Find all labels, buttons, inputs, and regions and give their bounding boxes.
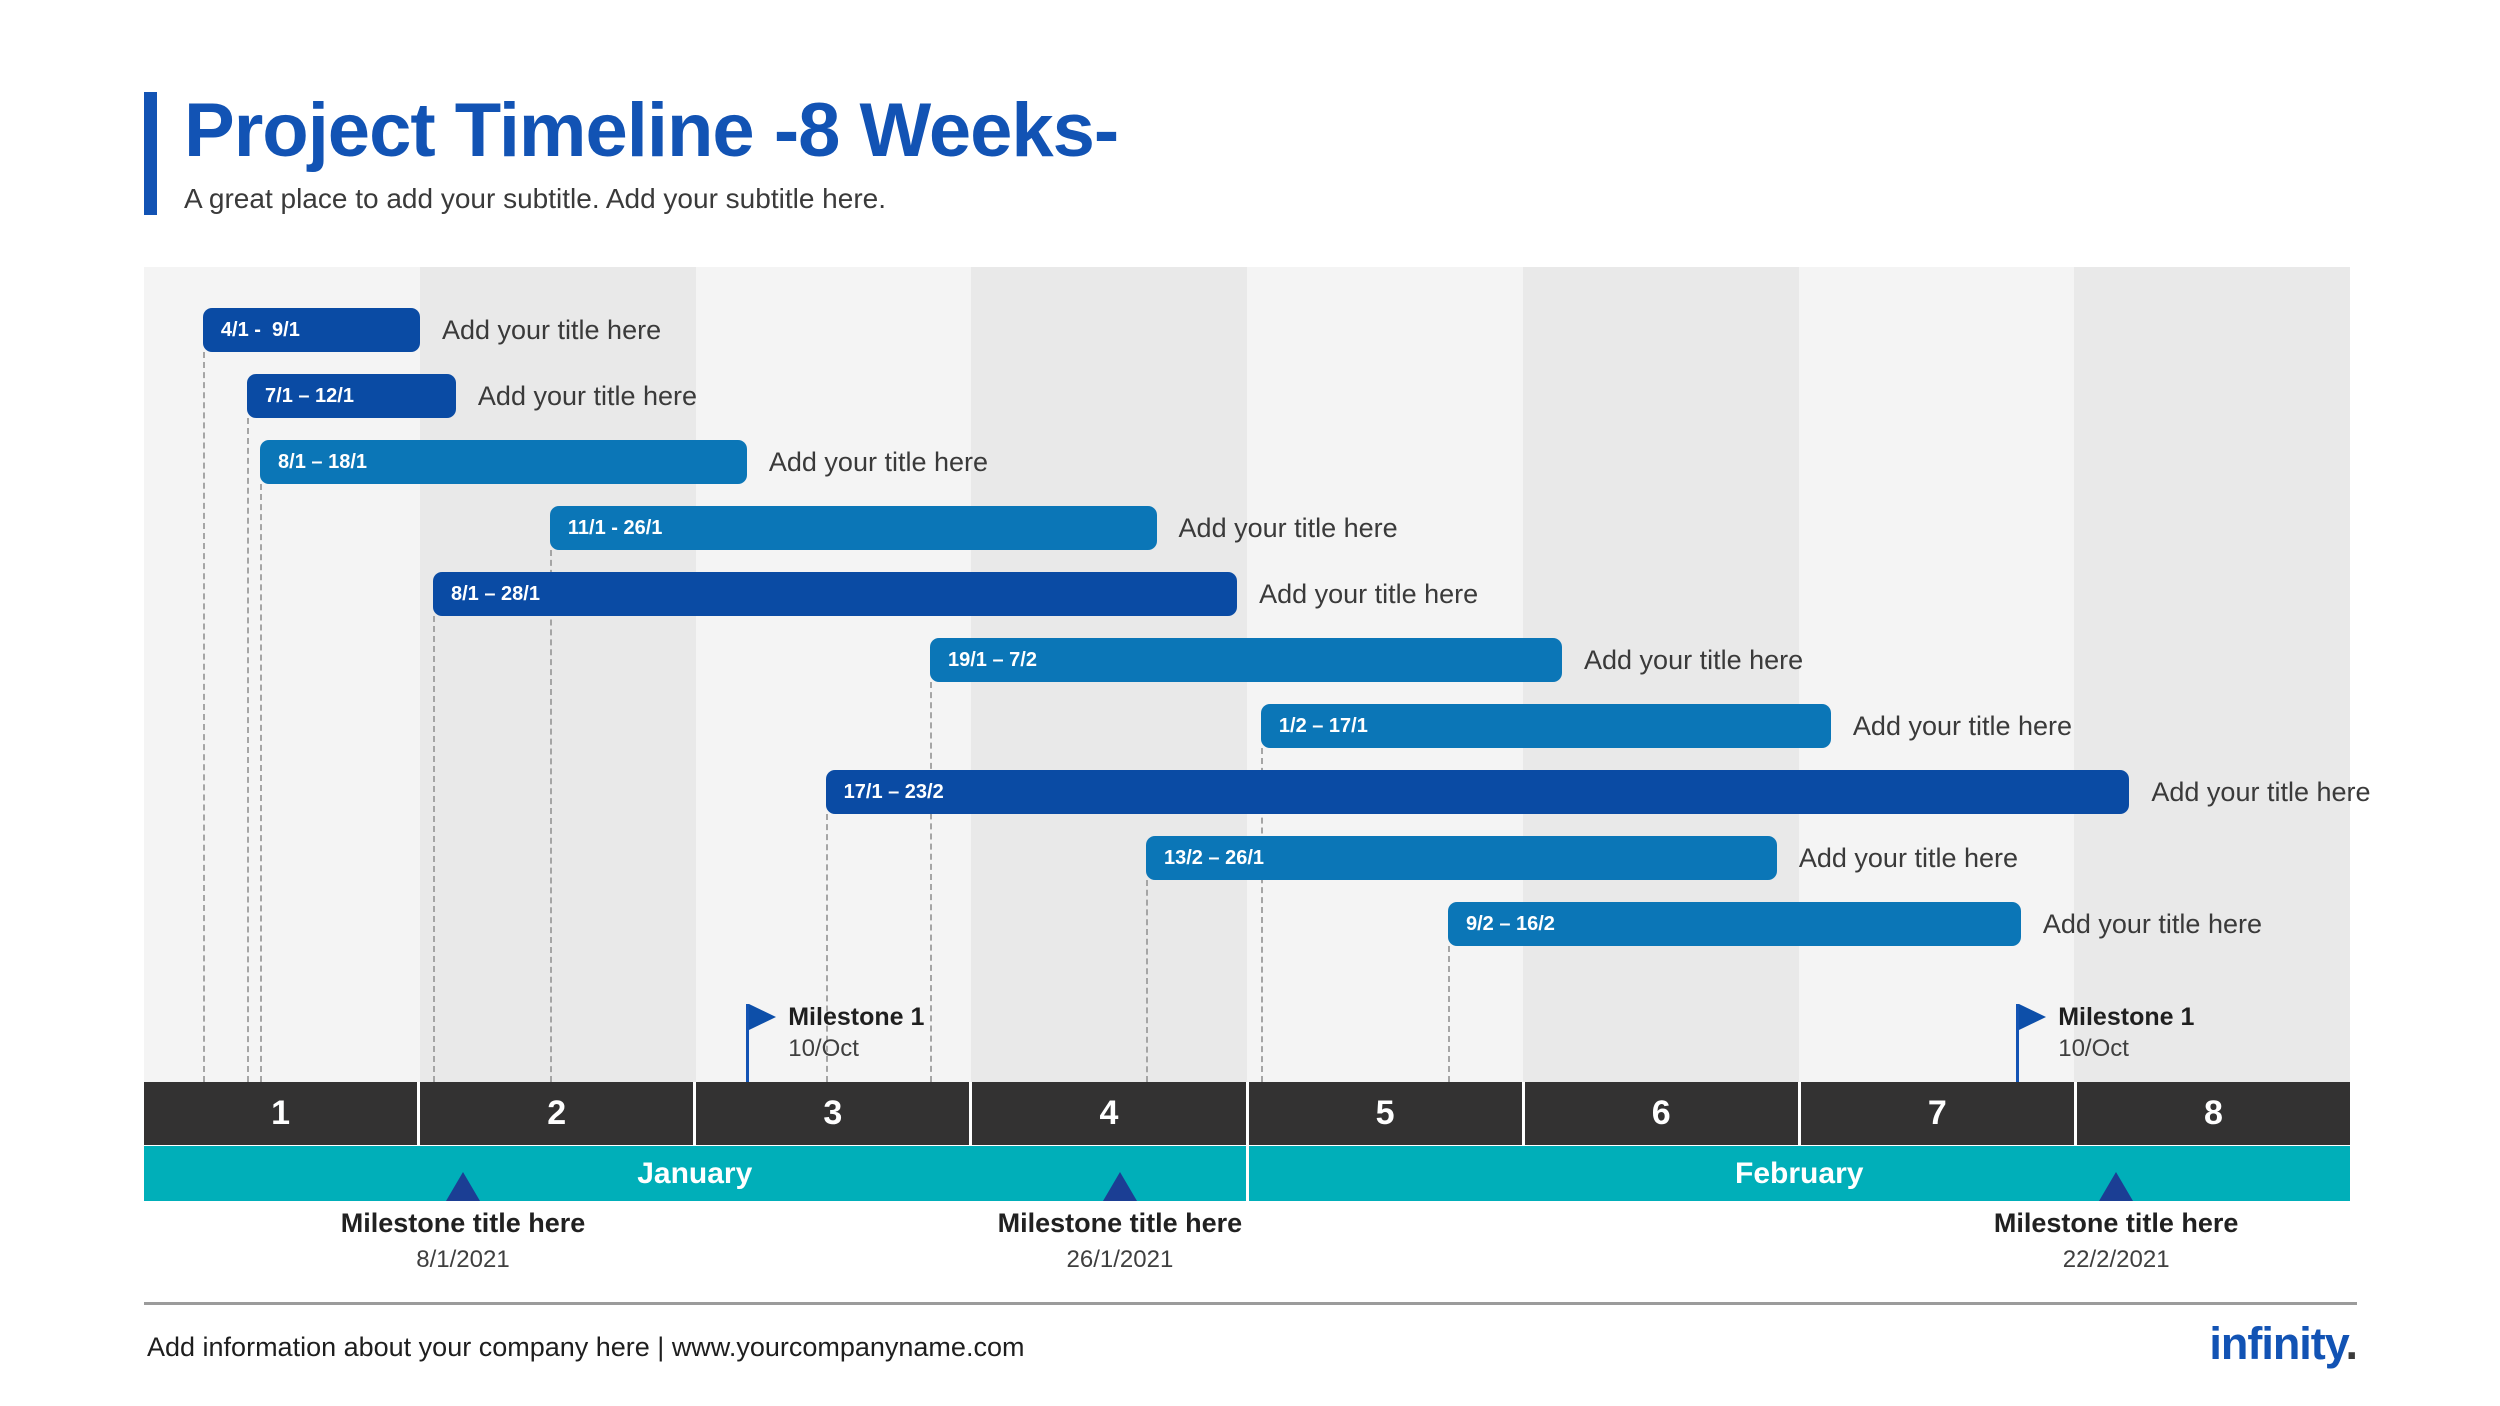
milestone-flag-date: 10/Oct <box>788 1035 859 1062</box>
task-bar: 1/2 – 17/1 <box>1260 704 1831 748</box>
company-logo: infinity. <box>2209 1318 2358 1370</box>
task-date-range: 7/1 – 12/1 <box>265 384 354 407</box>
task-bar: 9/2 – 16/2 <box>1447 902 2021 946</box>
page-subtitle: A great place to add your subtitle. Add … <box>184 182 886 214</box>
milestone-title: Milestone title here <box>997 1208 1243 1238</box>
task-date-range: 8/1 – 18/1 <box>278 450 367 473</box>
task-start-drop-line <box>1145 880 1148 1082</box>
task-start-drop-line <box>260 484 263 1082</box>
milestone-flag-title: Milestone 1 <box>2058 1003 2195 1031</box>
task-title: Add your title here <box>1584 645 1804 675</box>
milestone-flag-icon <box>2019 1004 2047 1030</box>
week-column-stripe <box>419 267 696 1082</box>
week-number-cell: 3 <box>696 1082 970 1145</box>
milestone-flag-date: 10/Oct <box>2058 1035 2129 1062</box>
task-start-drop-line <box>432 616 435 1082</box>
page-title: Project Timeline -8 Weeks- <box>184 88 1119 173</box>
week-number-cell: 7 <box>1800 1082 2074 1145</box>
title-accent-bar <box>144 92 157 215</box>
task-bar: 8/1 – 28/1 <box>432 572 1238 616</box>
milestone-date: 22/2/2021 <box>2062 1246 2170 1273</box>
task-start-drop-line <box>929 682 932 1082</box>
task-bar: 13/2 – 26/1 <box>1145 836 1777 880</box>
logo-text: infinity <box>2209 1318 2346 1369</box>
milestone-title: Milestone title here <box>1993 1208 2239 1238</box>
task-title: Add your title here <box>1259 579 1479 609</box>
task-title: Add your title here <box>768 447 989 477</box>
milestone-labels-row: Milestone title here 8/1/2021 Milestone ti… <box>144 1208 2350 1298</box>
task-bar: 7/1 – 12/1 <box>247 374 456 418</box>
task-date-range: 11/1 - 26/1 <box>567 516 663 539</box>
milestone-date: 8/1/2021 <box>416 1246 510 1273</box>
week-number-cell: 8 <box>2076 1082 2350 1145</box>
gantt-plot-area: 4/1 - 9/1 Add your title here 7/1 – 12/1 Ad… <box>144 267 2371 1082</box>
task-title: Add your title here <box>2042 909 2262 939</box>
week-number-cell: 4 <box>972 1082 1246 1145</box>
task-date-range: 13/2 – 26/1 <box>1163 846 1265 869</box>
task-date-range: 1/2 – 17/1 <box>1278 714 1368 737</box>
week-column-stripe <box>2074 267 2350 1082</box>
task-date-range: 19/1 – 7/2 <box>947 648 1037 671</box>
milestone-flag-pole <box>746 1004 750 1082</box>
milestone-flag-pole <box>2016 1004 2020 1082</box>
task-start-drop-line <box>202 352 205 1082</box>
week-column-stripe <box>1798 267 2075 1082</box>
task-title: Add your title here <box>477 381 698 411</box>
task-bar: 17/1 – 23/2 <box>825 770 2130 814</box>
milestone-title: Milestone title here <box>340 1208 586 1238</box>
milestone-label: Milestone title here 22/2/2021 <box>1994 1208 2239 1274</box>
task-start-drop-line <box>1447 946 1450 1082</box>
month-label-cell: January <box>144 1146 1246 1201</box>
week-number-cell: 6 <box>1524 1082 1798 1145</box>
milestone-flag-title: Milestone 1 <box>788 1003 925 1031</box>
week-column-stripe <box>695 267 972 1082</box>
task-bar: 11/1 - 26/1 <box>549 506 1157 550</box>
milestone-label: Milestone title here 8/1/2021 <box>341 1208 586 1274</box>
task-bar: 8/1 – 18/1 <box>260 440 747 484</box>
task-date-range: 17/1 – 23/2 <box>843 780 944 803</box>
footer-company-info: Add information about your company here … <box>147 1332 1025 1362</box>
title-block: Project Timeline -8 Weeks- A great place… <box>144 88 1119 215</box>
milestone-date: 26/1/2021 <box>1066 1246 1174 1273</box>
task-start-drop-line <box>825 814 828 1082</box>
task-date-range: 8/1 – 28/1 <box>450 582 540 605</box>
task-start-drop-line <box>1260 748 1263 1082</box>
week-number-cell: 2 <box>420 1082 694 1145</box>
milestone-flag-icon <box>749 1004 777 1030</box>
milestone-label: Milestone title here 26/1/2021 <box>998 1208 1243 1274</box>
logo-dot: . <box>2345 1318 2357 1369</box>
task-bar: 4/1 - 9/1 <box>202 308 420 352</box>
week-number-cell: 1 <box>144 1082 418 1145</box>
footer-divider <box>144 1302 2357 1305</box>
task-title: Add your title here <box>1178 513 1398 543</box>
task-title: Add your title here <box>2151 777 2371 807</box>
task-date-range: 4/1 - 9/1 <box>220 318 300 341</box>
task-bar: 19/1 – 7/2 <box>929 638 1562 682</box>
task-start-drop-line <box>247 418 250 1082</box>
week-column-stripe <box>1522 267 1799 1082</box>
task-title: Add your title here <box>441 315 662 345</box>
month-band: January February <box>144 1146 2350 1201</box>
week-number-cell: 5 <box>1248 1082 1522 1145</box>
task-title: Add your title here <box>1852 711 2073 741</box>
month-label-cell: February <box>1248 1146 2350 1201</box>
task-date-range: 9/2 – 16/2 <box>1465 912 1555 935</box>
task-title: Add your title here <box>1798 843 2018 873</box>
task-start-drop-line <box>549 550 552 1082</box>
